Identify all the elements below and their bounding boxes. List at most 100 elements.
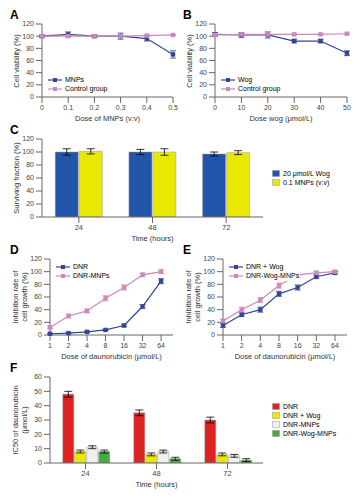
svg-text:100: 100 bbox=[203, 268, 215, 275]
svg-text:48: 48 bbox=[152, 469, 160, 478]
html-text:Cell viability (%): Cell viability (%) bbox=[11, 33, 21, 88]
svg-text:40: 40 bbox=[207, 306, 215, 313]
svg-text:20: 20 bbox=[264, 104, 272, 111]
svg-text:0: 0 bbox=[30, 213, 34, 220]
svg-text:0.4: 0.4 bbox=[142, 104, 152, 111]
svg-text:72: 72 bbox=[222, 223, 230, 232]
svg-text:0.3: 0.3 bbox=[116, 104, 126, 111]
html-text:DNR-MNPs: DNR-MNPs bbox=[73, 272, 110, 279]
svg-text:1: 1 bbox=[221, 342, 225, 349]
svg-text:0: 0 bbox=[203, 93, 207, 100]
svg-text:20: 20 bbox=[26, 81, 34, 88]
svg-text:60: 60 bbox=[199, 57, 207, 64]
svg-text:0.1: 0.1 bbox=[63, 104, 73, 111]
svg-text:10: 10 bbox=[34, 445, 42, 452]
svg-text:72: 72 bbox=[223, 469, 231, 478]
html-text:Inhibition rate of cell growth: Inhibition rate of cell growth (%) bbox=[184, 270, 202, 324]
html-text:MNPs: MNPs bbox=[65, 76, 85, 83]
svg-text:60: 60 bbox=[26, 57, 34, 64]
svg-text:80: 80 bbox=[34, 281, 42, 288]
svg-text:100: 100 bbox=[22, 148, 34, 155]
svg-text:20: 20 bbox=[34, 431, 42, 438]
svg-text:0: 0 bbox=[38, 331, 42, 338]
html-text:A: A bbox=[10, 8, 19, 22]
html-text:D: D bbox=[10, 243, 19, 257]
svg-text:120: 120 bbox=[203, 255, 215, 262]
svg-text:20: 20 bbox=[26, 200, 34, 207]
svg-text:80: 80 bbox=[207, 281, 215, 288]
svg-text:2: 2 bbox=[67, 342, 71, 349]
svg-text:0: 0 bbox=[211, 331, 215, 338]
svg-text:Time (hours): Time (hours) bbox=[135, 480, 178, 489]
svg-text:80: 80 bbox=[26, 45, 34, 52]
svg-text:48: 48 bbox=[148, 223, 156, 232]
svg-text:0.5: 0.5 bbox=[168, 104, 178, 111]
html-text:E: E bbox=[183, 243, 191, 257]
svg-text:16: 16 bbox=[294, 342, 302, 349]
html-text:DNR: DNR bbox=[73, 263, 89, 270]
svg-text:40: 40 bbox=[199, 69, 207, 76]
svg-text:32: 32 bbox=[312, 342, 320, 349]
html-text:F: F bbox=[10, 361, 18, 375]
svg-text:20: 20 bbox=[199, 81, 207, 88]
svg-text:24: 24 bbox=[75, 223, 83, 232]
svg-text:30: 30 bbox=[34, 416, 42, 423]
svg-text:100: 100 bbox=[30, 268, 42, 275]
svg-text:0: 0 bbox=[30, 93, 34, 100]
html-text:C: C bbox=[10, 123, 19, 137]
svg-text:30: 30 bbox=[290, 104, 298, 111]
svg-text:0: 0 bbox=[38, 459, 42, 466]
svg-text:40: 40 bbox=[26, 187, 34, 194]
svg-text:0: 0 bbox=[213, 104, 217, 111]
html-text:Cell viability (%): Cell viability (%) bbox=[184, 33, 194, 88]
svg-text:120: 120 bbox=[195, 20, 207, 27]
svg-text:8: 8 bbox=[277, 342, 281, 349]
svg-text:64: 64 bbox=[331, 342, 339, 349]
svg-text:120: 120 bbox=[30, 255, 42, 262]
html-text:Control group: Control group bbox=[65, 85, 108, 92]
svg-text:50: 50 bbox=[34, 388, 42, 395]
svg-text:10: 10 bbox=[238, 104, 246, 111]
html-text:Inhibition rate of cell growth: Inhibition rate of cell growth (%) bbox=[11, 270, 29, 324]
svg-text:24: 24 bbox=[81, 469, 89, 478]
svg-text:60: 60 bbox=[26, 174, 34, 181]
html-text:0.1 MNPs (v:v): 0.1 MNPs (v:v) bbox=[283, 179, 330, 186]
svg-text:40: 40 bbox=[26, 69, 34, 76]
svg-text:20: 20 bbox=[207, 319, 215, 326]
svg-text:20: 20 bbox=[34, 319, 42, 326]
svg-text:Time (hours): Time (hours) bbox=[131, 234, 174, 243]
html-text:Control group: Control group bbox=[238, 85, 281, 92]
svg-text:64: 64 bbox=[157, 342, 165, 349]
svg-text:60: 60 bbox=[207, 293, 215, 300]
svg-text:80: 80 bbox=[199, 45, 207, 52]
html-text:20 μmol/L Wog: 20 μmol/L Wog bbox=[283, 170, 330, 177]
svg-text:0: 0 bbox=[40, 104, 44, 111]
svg-text:100: 100 bbox=[22, 33, 34, 40]
svg-text:100: 100 bbox=[195, 33, 207, 40]
svg-text:120: 120 bbox=[22, 20, 34, 27]
svg-text:120: 120 bbox=[22, 135, 34, 142]
svg-text:8: 8 bbox=[104, 342, 108, 349]
svg-text:40: 40 bbox=[34, 402, 42, 409]
html-text:Surviving fraction (%): Surviving fraction (%) bbox=[11, 142, 21, 214]
html-text:Wog: Wog bbox=[238, 76, 253, 83]
svg-text:60: 60 bbox=[34, 293, 42, 300]
svg-text:50: 50 bbox=[343, 104, 351, 111]
svg-text:4: 4 bbox=[85, 342, 89, 349]
svg-text:40: 40 bbox=[317, 104, 325, 111]
html-text:B: B bbox=[183, 8, 192, 22]
svg-text:Dose of daunorubicin (μmol/L): Dose of daunorubicin (μmol/L) bbox=[235, 352, 336, 361]
svg-text:0.2: 0.2 bbox=[90, 104, 100, 111]
svg-text:Dose wog (μmol/L): Dose wog (μmol/L) bbox=[249, 114, 313, 123]
svg-text:4: 4 bbox=[258, 342, 262, 349]
svg-text:32: 32 bbox=[139, 342, 147, 349]
svg-text:2: 2 bbox=[240, 342, 244, 349]
svg-text:80: 80 bbox=[26, 161, 34, 168]
svg-text:Dose of daunorubicin (μmol/L): Dose of daunorubicin (μmol/L) bbox=[61, 352, 162, 361]
svg-text:40: 40 bbox=[34, 306, 42, 313]
html-text:IC50 of daunorubicin (μmol/L): IC50 of daunorubicin (μmol/L) bbox=[11, 385, 29, 455]
svg-text:1: 1 bbox=[48, 342, 52, 349]
svg-text:60: 60 bbox=[34, 373, 42, 380]
svg-text:Dose of MNPs (v:v): Dose of MNPs (v:v) bbox=[75, 114, 141, 123]
svg-text:16: 16 bbox=[120, 342, 128, 349]
